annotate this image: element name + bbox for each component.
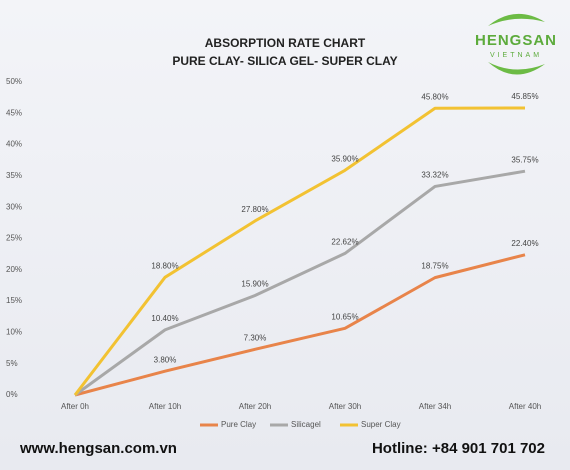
chart-subtitle: PURE CLAY- SILICA GEL- SUPER CLAY (172, 54, 397, 68)
website: www.hengsan.com.vn (19, 440, 177, 457)
y-tick-label: 10% (6, 328, 22, 337)
chart-title: ABSORPTION RATE CHART (205, 36, 366, 50)
y-tick-label: 15% (6, 296, 22, 305)
x-tick-label: After 34h (419, 402, 451, 411)
value-label: 45.85% (511, 92, 538, 101)
y-tick-label: 20% (6, 265, 22, 274)
value-label: 10.65% (331, 312, 358, 321)
x-tick-label: After 40h (509, 402, 541, 411)
y-tick-label: 45% (6, 108, 22, 117)
y-tick-label: 25% (6, 234, 22, 243)
value-label: 35.75% (511, 155, 538, 164)
x-tick-label: After 0h (61, 402, 89, 411)
value-label: 10.40% (151, 314, 178, 323)
value-label: 45.80% (421, 92, 448, 101)
y-tick-label: 50% (6, 77, 22, 86)
y-tick-label: 0% (6, 390, 18, 399)
y-tick-label: 35% (6, 171, 22, 180)
value-label: 3.80% (154, 355, 177, 364)
logo: HENGSAN VIETNAM (475, 13, 557, 75)
y-tick-label: 5% (6, 359, 18, 368)
value-label: 22.62% (331, 238, 358, 247)
logo-leaf (488, 62, 545, 75)
value-label: 33.32% (421, 171, 448, 180)
legend-label: Pure Clay (221, 420, 256, 429)
hotline: Hotline: +84 901 701 702 (372, 440, 545, 457)
logo-country: VIETNAM (490, 52, 542, 59)
x-tick-label: After 20h (239, 402, 271, 411)
y-tick-label: 40% (6, 140, 22, 149)
x-tick-label: After 10h (149, 402, 181, 411)
legend-label: Silicagel (291, 420, 321, 429)
value-label: 18.80% (151, 261, 178, 270)
logo-name: HENGSAN (475, 32, 557, 49)
logo-leaf (488, 13, 545, 26)
x-tick-label: After 30h (329, 402, 361, 411)
y-tick-label: 30% (6, 202, 22, 211)
value-label: 15.90% (241, 280, 268, 289)
legend-label: Super Clay (361, 420, 401, 429)
value-label: 27.80% (241, 205, 268, 214)
value-label: 18.75% (421, 262, 448, 271)
series-line (74, 169, 526, 397)
value-label: 22.40% (511, 239, 538, 248)
series-line (74, 253, 526, 397)
value-label: 7.30% (244, 333, 267, 342)
value-label: 35.90% (331, 154, 358, 163)
series-line (73, 106, 526, 396)
